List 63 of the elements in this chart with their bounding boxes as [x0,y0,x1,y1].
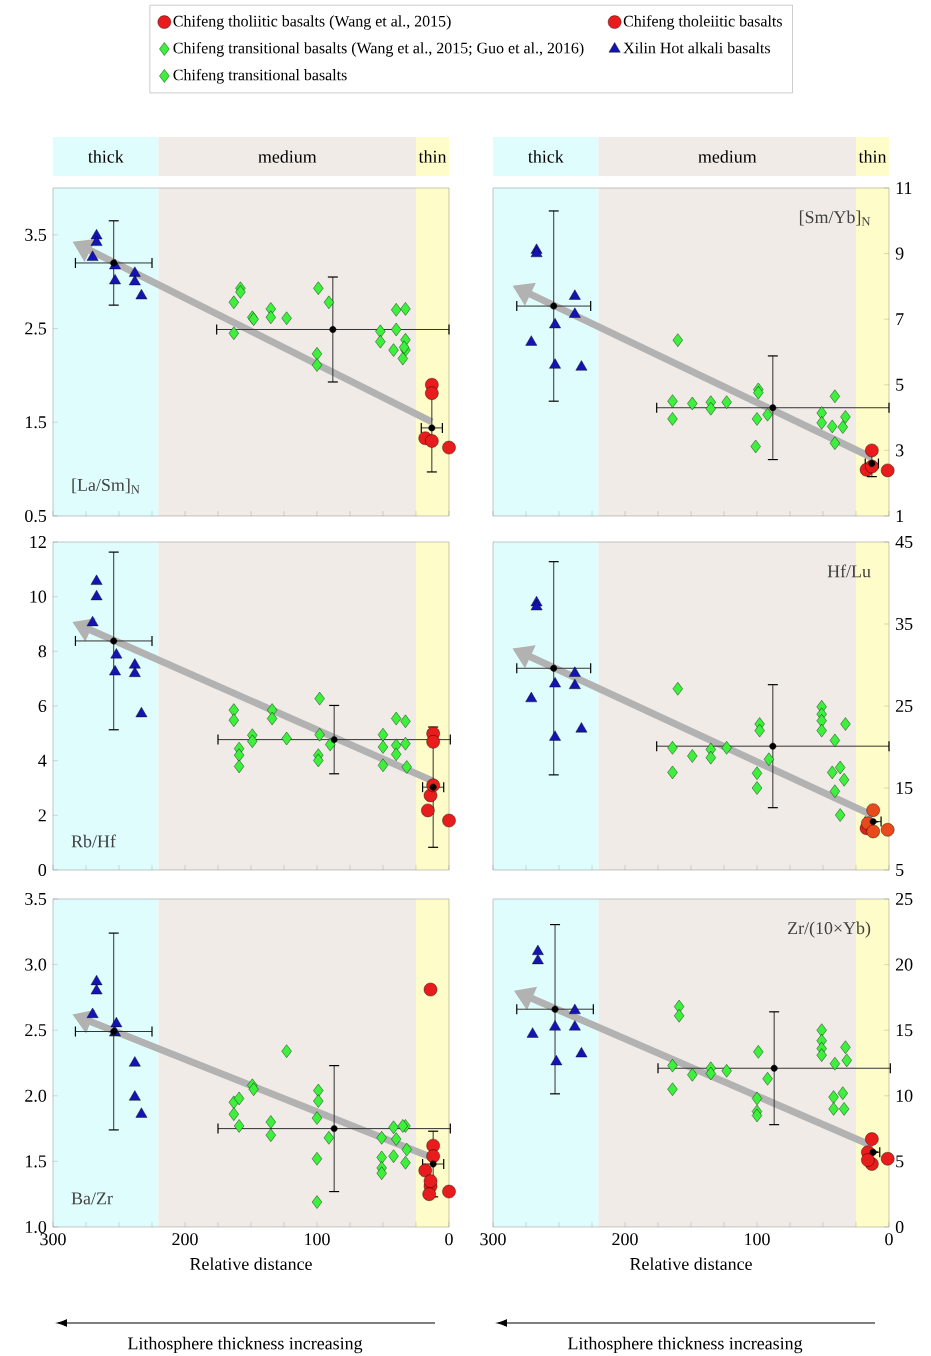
y-tick-label: 5 [896,1155,904,1168]
y-tick-label: 4 [38,754,47,767]
y-tick-label: 20 [895,958,913,971]
y-tick-label: 10 [30,590,47,603]
y-tick-label: 0 [38,863,47,877]
x-tick-label: 200 [172,1233,198,1246]
x-tick-label: 300 [480,1233,506,1246]
x-tick-label: 100 [745,1233,770,1246]
y-tick-label: 45 [895,535,913,548]
x-axis-title: Relative distance [190,1257,312,1271]
legend-label: Chifeng transitional basalts [173,68,347,84]
y-tick-label: 2.5 [25,322,47,335]
y-tick-label: 0.5 [25,509,47,523]
x-tick-label: 0 [885,1233,893,1246]
y-tick-label: 1.0 [25,1220,47,1234]
band-label: medium [698,150,757,163]
y-tick-label: 7 [896,313,904,326]
y-tick-label: 5 [896,378,904,391]
y-tick-label: 6 [38,699,47,713]
y-tick-label: 1.5 [25,416,47,429]
y-tick-label: 10 [896,1089,913,1102]
text: Lithosphere thickness increasing [127,1336,363,1354]
y-tick-label: 3.0 [25,958,47,971]
x-axis-title: Relative distance [630,1257,752,1271]
text: Hf/Lu [827,564,871,578]
y-tick-label: 0 [895,1220,904,1234]
y-tick-label: 15 [896,1024,913,1037]
y-tick-label: 25 [895,699,913,713]
x-tick-label: 300 [40,1233,66,1246]
y-tick-label: 35 [896,617,913,631]
text: [Sm/Yb]$_{N}$ [799,210,871,226]
text: Zr/(10×Yb) [787,921,871,938]
y-tick-label: 8 [38,645,47,658]
legend-label: Chifeng tholiitic basalts (Wang et al., 2015) [173,15,451,30]
y-tick-label: 2.0 [25,1089,47,1102]
legend-label: Chifeng tholeiitic basalts [623,15,782,30]
y-tick-label: 15 [896,781,913,794]
y-tick-label: 5 [896,864,904,876]
band-label: thin [858,150,887,163]
band-label: thick [88,150,124,163]
x-tick-label: 0 [445,1233,453,1246]
y-tick-label: 12 [30,536,46,548]
y-tick-label: 11 [896,182,912,194]
y-tick-label: 25 [895,892,913,906]
text: [La/Sm]$_{N}$ [72,478,140,494]
y-tick-label: 9 [895,247,904,260]
text: Ba/Zr [71,1192,113,1205]
y-tick-label: 1.5 [25,1155,47,1168]
band-label: medium [258,150,317,163]
band-label: thin [418,150,447,163]
y-tick-label: 2 [38,809,46,822]
y-tick-label: 3.5 [25,228,47,241]
legend-label: Chifeng transitional basalts (Wang et al., 2015; Guo et al., 2016) [173,42,584,57]
text: Rb/Hf [71,834,116,848]
y-tick-label: 1 [896,510,904,522]
band-label: thick [528,150,564,163]
x-tick-label: 100 [305,1233,330,1246]
y-tick-label: 3.5 [25,892,47,906]
x-tick-label: 200 [612,1233,638,1246]
legend-label: Xilin Hot alkali basalts [623,42,770,54]
y-tick-label: 2.5 [25,1024,47,1037]
y-tick-label: 3 [896,444,904,457]
text: Lithosphere thickness increasing [568,1336,803,1354]
